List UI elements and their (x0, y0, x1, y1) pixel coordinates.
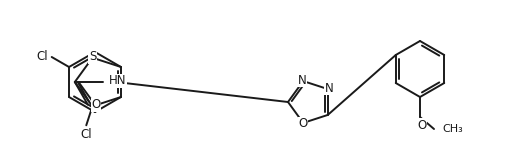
Text: O: O (91, 98, 101, 111)
Text: Cl: Cl (80, 128, 92, 141)
Text: O: O (417, 119, 427, 132)
Text: N: N (298, 74, 307, 87)
Text: Cl: Cl (36, 51, 48, 63)
Text: O: O (298, 117, 308, 130)
Text: HN: HN (109, 74, 126, 88)
Text: S: S (89, 50, 96, 63)
Text: N: N (324, 82, 333, 95)
Text: CH₃: CH₃ (442, 124, 463, 134)
